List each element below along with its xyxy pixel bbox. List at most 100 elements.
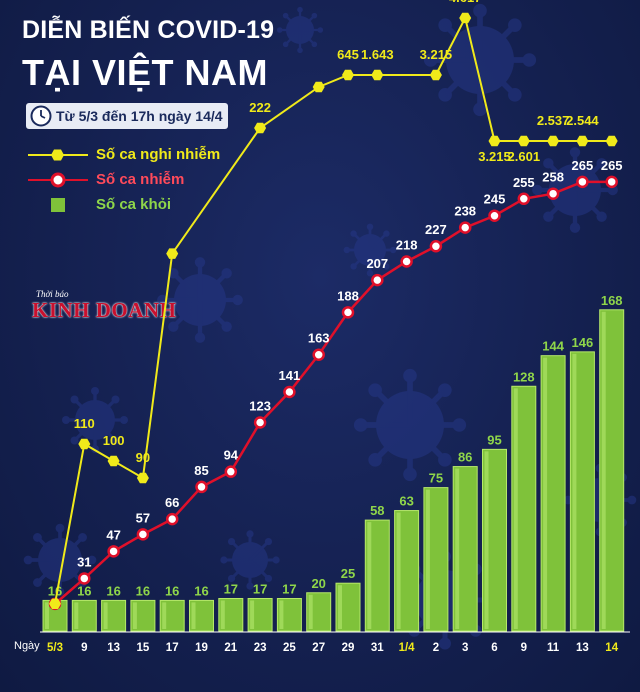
confirmed-point-15 bbox=[136, 528, 150, 541]
recovered-bar-highlight bbox=[572, 353, 577, 629]
recovered-bar-highlight bbox=[220, 600, 225, 629]
virus-spike bbox=[171, 271, 202, 302]
x-tick-label: 5/3 bbox=[47, 642, 63, 654]
confirmed-point-21 bbox=[224, 465, 238, 478]
confirmed-point-11 bbox=[546, 187, 560, 200]
confirmed-label: 227 bbox=[425, 222, 447, 237]
virus-spike-tip bbox=[297, 6, 303, 13]
suspected-point-31 bbox=[371, 69, 384, 81]
legend-confirmed: Số ca nhiễm bbox=[26, 169, 184, 191]
legend-recovered-marker bbox=[51, 198, 65, 212]
virus-spike bbox=[284, 29, 301, 46]
x-tick-label: 27 bbox=[312, 642, 325, 654]
virus-spike-tip bbox=[33, 533, 42, 542]
confirmed-point-9 bbox=[78, 572, 91, 585]
virus-spike bbox=[299, 29, 316, 46]
virus-spike-tip bbox=[596, 158, 607, 169]
suspected-label: 2.601 bbox=[508, 149, 541, 164]
x-tick-label: 17 bbox=[166, 642, 179, 654]
confirmed-label: 94 bbox=[224, 448, 239, 463]
virus-spike-tip bbox=[439, 637, 451, 650]
confirmed-label: 258 bbox=[542, 170, 564, 185]
virus-spike bbox=[171, 298, 202, 329]
confirmed-label: 123 bbox=[249, 399, 271, 414]
virus-spike-tip bbox=[120, 416, 128, 424]
virus-spike-tip bbox=[111, 436, 120, 445]
confirmed-point-23 bbox=[253, 416, 267, 429]
virus-spike-tip bbox=[438, 453, 452, 467]
virus-spike-tip bbox=[350, 230, 357, 237]
virus-spike bbox=[573, 188, 604, 219]
watermark-small: Thời báo bbox=[36, 289, 69, 299]
recovered-bar-highlight bbox=[132, 602, 137, 629]
recovered-bar-label: 17 bbox=[282, 581, 296, 596]
legend-recovered: Số ca khỏi bbox=[26, 194, 171, 216]
virus-spike-tip bbox=[508, 18, 522, 32]
virus-spike-tip bbox=[366, 270, 374, 277]
virus-spike bbox=[373, 422, 413, 462]
x-tick-label: 25 bbox=[283, 642, 296, 654]
x-tick-label: 13 bbox=[576, 642, 589, 654]
virus-spike-tip bbox=[438, 383, 452, 397]
virus-shape-2 bbox=[353, 368, 467, 482]
virus-spike-tip bbox=[403, 368, 417, 383]
virus-spike bbox=[407, 388, 447, 428]
recovered-bar-label: 16 bbox=[77, 583, 91, 598]
legend-confirmed-label: Số ca nhiễm bbox=[96, 171, 185, 188]
confirmed-label: 47 bbox=[106, 527, 120, 542]
virus-shape-4 bbox=[157, 257, 243, 343]
suspected-label: 222 bbox=[249, 100, 271, 115]
x-tick-label: 11 bbox=[547, 642, 560, 654]
virus-spike-tip bbox=[569, 147, 581, 158]
title-line-2: TẠI VIỆT NAM bbox=[22, 52, 268, 93]
suspected-line bbox=[54, 15, 612, 604]
virus-spike-tip bbox=[368, 453, 382, 467]
suspected-point-2 bbox=[429, 69, 442, 81]
virus-spike bbox=[477, 57, 517, 97]
virus-spike-tip bbox=[343, 246, 350, 254]
suspected-point-13 bbox=[107, 455, 120, 467]
clock-icon bbox=[30, 105, 52, 127]
recovered-bar-highlight bbox=[191, 602, 196, 629]
suspected-point-17 bbox=[166, 248, 179, 259]
virus-shape-6 bbox=[220, 530, 280, 590]
virus-spike bbox=[198, 298, 229, 329]
virus-spike bbox=[36, 558, 62, 584]
virus-spike bbox=[248, 558, 270, 580]
suspected-point-29 bbox=[342, 69, 354, 81]
virus-spike bbox=[93, 398, 117, 422]
virus-spike-tip bbox=[272, 556, 280, 564]
title-line-1: DIỄN BIẾN COVID-19 bbox=[22, 16, 275, 44]
virus-spike-tip bbox=[246, 530, 254, 538]
confirmed-label: 218 bbox=[396, 237, 418, 252]
virus-spike-tip bbox=[55, 523, 65, 533]
recovered-bar-highlight bbox=[484, 451, 489, 629]
virus-spike bbox=[248, 540, 270, 562]
confirmed-point-2 bbox=[429, 239, 443, 253]
x-axis-label: Ngày bbox=[14, 640, 40, 652]
recovered-bars: 16 16 16 16 16 16 17 17 17 20 25 58 63 75 86 95 128 144 14… bbox=[42, 293, 625, 632]
confirmed-label: 31 bbox=[77, 554, 91, 569]
legend-suspected: Số ca nghi nhiễm bbox=[26, 144, 220, 166]
confirmed-series: 31 47 57 66 85 94 123 141 163 188 207 218 227 238 245 2… bbox=[48, 158, 623, 611]
confirmed-point-17 bbox=[165, 512, 179, 526]
virus-spike-tip bbox=[452, 418, 467, 432]
virus-spike-tip bbox=[543, 211, 554, 222]
suspected-point-23 bbox=[254, 122, 267, 134]
virus-spike-tip bbox=[62, 416, 70, 424]
virus-spike-tip bbox=[220, 556, 228, 564]
suspected-label: 645 bbox=[337, 47, 359, 62]
virus-shape-0 bbox=[423, 3, 537, 117]
confirmed-point-13 bbox=[107, 545, 120, 558]
confirmed-point-31 bbox=[371, 273, 384, 287]
legend-confirmed-marker bbox=[28, 172, 88, 188]
suspected-point-27 bbox=[312, 81, 325, 93]
x-axis: 5/3 9 13 15 17 19 21 23 25 27 29 31 1/4 2 3 6 9 11 13 14 bbox=[40, 631, 630, 654]
recovered-bar-label: 95 bbox=[487, 432, 501, 447]
confirmed-point-13 bbox=[576, 175, 589, 189]
x-tick-label: 29 bbox=[342, 642, 355, 654]
virus-spike-tip bbox=[91, 387, 99, 395]
virus-spike bbox=[73, 418, 97, 442]
x-tick-label: 2 bbox=[433, 642, 439, 654]
